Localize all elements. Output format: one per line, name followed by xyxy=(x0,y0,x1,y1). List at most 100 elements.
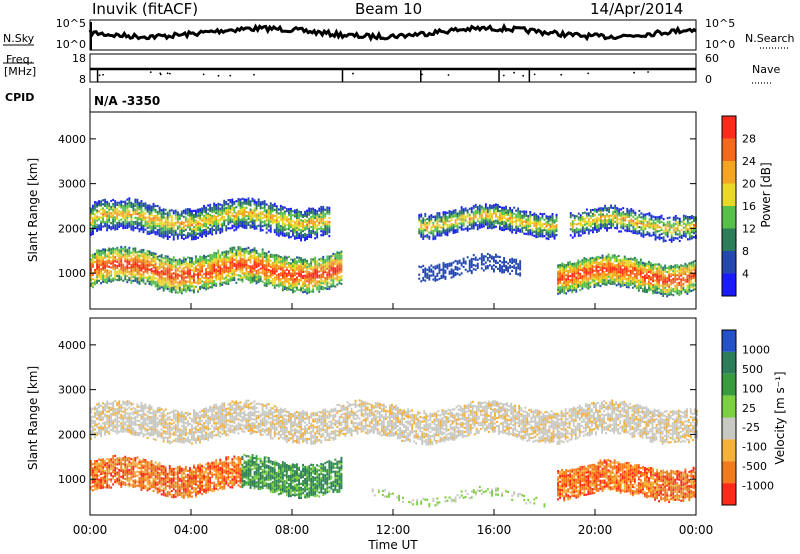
heatmap-cell xyxy=(579,262,582,265)
heatmap-cell xyxy=(126,206,129,209)
heatmap-cell xyxy=(304,258,306,261)
heatmap-cell xyxy=(583,269,586,272)
heatmap-cell xyxy=(114,226,117,229)
heatmap-cell xyxy=(672,281,675,285)
heatmap-cell xyxy=(288,236,290,239)
heatmap-cell xyxy=(249,253,252,256)
heatmap-cell xyxy=(332,277,335,280)
heatmap-cell xyxy=(249,279,252,282)
heatmap-cell xyxy=(168,235,171,238)
heatmap-cell xyxy=(267,215,270,218)
heatmap-cell xyxy=(539,228,542,232)
heatmap-cell xyxy=(304,228,306,232)
heatmap-cell xyxy=(611,254,614,257)
heatmap-cell xyxy=(541,235,544,238)
heatmap-cell xyxy=(609,282,612,285)
heatmap-cell xyxy=(470,225,473,228)
heatmap-cell xyxy=(124,224,127,227)
heatmap-cell xyxy=(587,269,590,272)
heatmap-cell xyxy=(92,222,94,225)
heatmap-cell xyxy=(158,216,161,219)
heatmap-cell xyxy=(142,202,145,205)
heatmap-cell xyxy=(450,213,453,216)
heatmap-cell xyxy=(306,263,308,267)
heatmap-cell xyxy=(251,248,254,251)
heatmap-cell xyxy=(225,282,228,285)
heatmap-cell xyxy=(251,221,254,225)
heatmap-cell xyxy=(203,219,205,222)
heatmap-cell xyxy=(197,224,199,227)
heatmap-cell xyxy=(187,266,189,269)
heatmap-cell xyxy=(583,275,586,278)
heatmap-cell xyxy=(294,223,296,226)
heatmap-cell xyxy=(306,280,308,283)
heatmap-cell xyxy=(180,263,183,267)
heatmap-cell xyxy=(221,277,224,280)
heatmap-cell xyxy=(631,276,634,279)
heatmap-cell xyxy=(296,226,298,230)
heatmap-cell xyxy=(134,251,137,254)
heatmap-cell xyxy=(654,263,656,266)
heatmap-cell xyxy=(233,207,236,210)
heatmap-cell xyxy=(150,231,153,234)
heatmap-cell xyxy=(116,248,119,251)
heatmap-cell xyxy=(292,226,294,229)
heatmap-cell xyxy=(273,202,276,205)
heatmap-cell xyxy=(555,219,558,222)
heatmap-cell xyxy=(609,270,612,273)
heatmap-cell xyxy=(571,283,574,286)
heatmap-cell xyxy=(213,220,216,223)
heatmap-cell xyxy=(142,271,145,274)
heatmap-cell xyxy=(90,276,92,279)
heatmap-cell xyxy=(589,271,592,274)
heatmap-cell xyxy=(195,281,197,284)
heatmap-cell xyxy=(148,260,151,263)
heatmap-cell xyxy=(140,200,143,203)
heatmap-cell xyxy=(160,253,163,257)
heatmap-cell xyxy=(235,214,238,217)
heatmap-cell xyxy=(440,232,443,235)
heatmap-cell xyxy=(134,200,137,203)
heatmap-cell xyxy=(189,222,191,225)
heatmap-cell xyxy=(267,225,270,228)
heatmap-cell xyxy=(239,198,242,201)
heatmap-cell xyxy=(231,268,234,272)
heatmap-cell xyxy=(511,211,514,214)
heatmap-cell xyxy=(182,282,185,285)
heatmap-cell xyxy=(486,220,489,224)
heatmap-cell xyxy=(243,255,246,259)
heatmap-cell xyxy=(298,220,300,223)
heatmap-cell xyxy=(312,280,315,283)
heatmap-cell xyxy=(682,272,685,276)
heatmap-cell xyxy=(607,271,610,274)
heatmap-cell xyxy=(666,289,669,292)
heatmap-cell xyxy=(436,220,439,223)
heatmap-cell xyxy=(316,212,319,215)
heatmap-cell xyxy=(648,270,650,274)
heatmap-cell xyxy=(126,266,129,270)
heatmap-cell xyxy=(589,269,592,272)
heatmap-cell xyxy=(629,259,632,262)
heatmap-cell xyxy=(593,279,596,282)
heatmap-cell xyxy=(515,223,518,226)
heatmap-cell xyxy=(199,267,201,270)
heatmap-cell xyxy=(211,262,214,265)
heatmap-cell xyxy=(565,292,568,295)
heatmap-cell xyxy=(511,213,514,216)
heatmap-cell xyxy=(245,275,248,278)
heatmap-cell xyxy=(627,270,630,273)
heatmap-cell xyxy=(263,270,266,273)
heatmap-cell xyxy=(623,275,626,278)
heatmap-cell xyxy=(595,266,598,269)
heatmap-cell xyxy=(486,222,489,226)
heatmap-cell xyxy=(690,277,693,280)
heatmap-cell xyxy=(288,212,290,215)
heatmap-cell xyxy=(308,285,311,288)
heatmap-cell xyxy=(203,204,205,208)
heatmap-cell xyxy=(235,206,238,209)
heatmap-cell xyxy=(263,266,266,269)
heatmap-cell xyxy=(176,267,179,270)
heatmap-cell xyxy=(474,203,477,206)
heatmap-cell xyxy=(213,269,216,273)
heatmap-cell xyxy=(304,290,306,293)
